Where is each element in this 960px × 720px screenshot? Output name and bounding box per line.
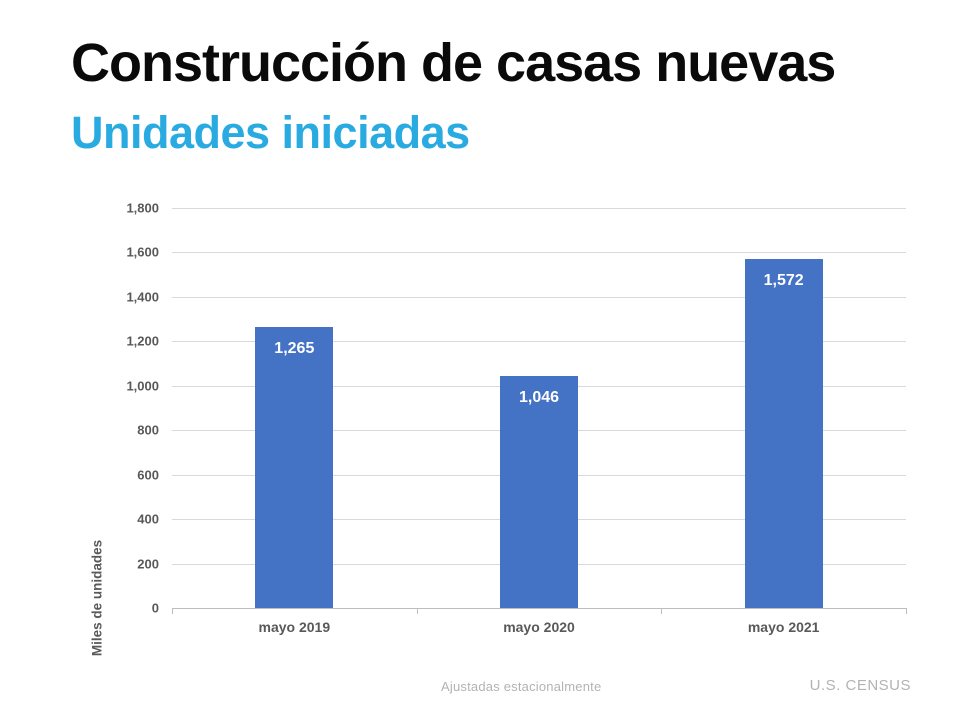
bar	[744, 258, 823, 608]
x-category-label: mayo 2019	[258, 619, 331, 635]
x-axis-tick	[906, 608, 907, 614]
page-title: Construcción de casas nuevas	[71, 33, 836, 93]
footer-source: U.S. CENSUS	[809, 677, 911, 694]
x-axis-tick	[416, 608, 418, 614]
y-tick-label: 1,600	[126, 244, 159, 260]
y-tick-label: 600	[137, 467, 159, 483]
y-tick-label: 800	[137, 422, 159, 438]
y-tick-label: 1,200	[126, 333, 159, 349]
bar-chart: Miles de unidades 0 200 400 600 800 1,000 1,20…	[0, 190, 960, 660]
y-tick-label: 1,800	[126, 200, 159, 216]
y-tick-label: 1,000	[126, 378, 159, 394]
bar-value-label: 1,265	[274, 339, 315, 357]
y-tick-label: 400	[137, 511, 159, 527]
gridline	[172, 208, 906, 209]
bar-value-label: 1,572	[763, 271, 804, 289]
bar	[255, 326, 334, 608]
x-category-label: mayo 2020	[503, 619, 575, 635]
bar	[500, 375, 578, 608]
plot-area: 0 200 400 600 800 1,000 1,200 1,400 1,600 1,800 1,…	[126, 201, 907, 635]
page-subtitle: Unidades iniciadas	[71, 107, 470, 158]
y-tick-label: 200	[137, 556, 159, 572]
x-category-label: mayo 2021	[747, 619, 820, 635]
gridline	[172, 252, 906, 254]
x-axis-tick	[172, 608, 173, 614]
gridline	[172, 341, 906, 343]
footer-note: Ajustadas estacionalmente	[441, 679, 602, 694]
x-axis-tick	[661, 608, 663, 614]
y-tick-label: 1,400	[126, 289, 159, 305]
y-axis-title: Miles de unidades	[89, 539, 105, 657]
y-tick-label: 0	[151, 600, 159, 616]
gridline	[172, 296, 906, 298]
bar-value-label: 1,046	[518, 388, 560, 406]
